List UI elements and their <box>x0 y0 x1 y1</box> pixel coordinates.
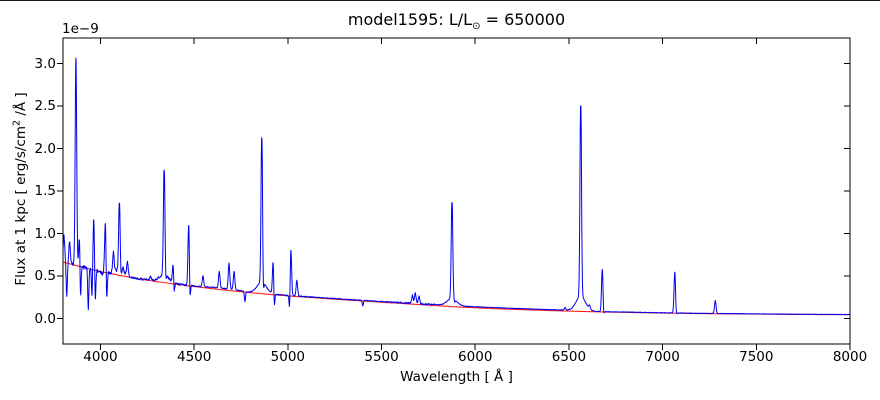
plot-title: model1595: L/L⊙ = 650000 <box>63 10 850 32</box>
x-tick-label: 5500 <box>364 349 399 365</box>
y-tick-label: 3.0 <box>34 55 56 72</box>
x-axis-label: Wavelength [ Å ] <box>400 369 513 385</box>
axes-frame <box>62 37 851 345</box>
title-value: = 650000 <box>480 10 566 29</box>
y-tick-label: 1.5 <box>34 183 56 199</box>
x-tick-label: 7000 <box>645 349 680 365</box>
title-text: model1595: L/L <box>347 10 473 29</box>
y-tick-label: 0.5 <box>34 268 56 284</box>
x-tick-label: 5000 <box>270 349 306 365</box>
squared-exponent: 2 <box>11 119 23 127</box>
y-tick-label: 2.5 <box>34 98 56 114</box>
x-tick-label: 8000 <box>832 349 868 365</box>
solar-symbol: ⊙ <box>472 21 481 32</box>
spectrum-line <box>62 57 851 316</box>
y-axis-offset-label: 1e−9 <box>62 21 99 37</box>
continuum-line <box>62 261 851 316</box>
y-tick-label: 0.0 <box>34 310 56 327</box>
y-tick-label: 2.0 <box>34 140 56 157</box>
x-tick-label: 6500 <box>551 349 587 365</box>
x-tick-label: 4000 <box>83 349 118 365</box>
x-tick-label: 6000 <box>458 349 493 365</box>
y-tick-label: 1.0 <box>34 225 56 242</box>
x-tick-label: 4500 <box>176 349 212 365</box>
x-tick-label: 7500 <box>739 349 774 365</box>
